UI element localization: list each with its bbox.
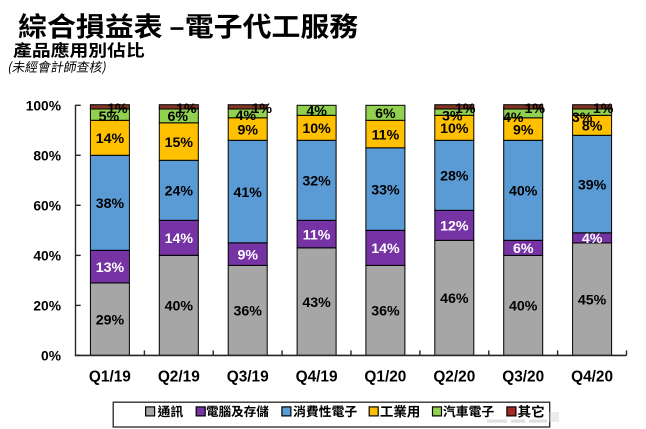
- svg-text:8%: 8%: [582, 119, 603, 135]
- svg-text:5%: 5%: [99, 109, 120, 125]
- svg-text:0%: 0%: [41, 348, 61, 363]
- svg-text:Q4/19: Q4/19: [296, 368, 338, 385]
- svg-text:1%: 1%: [593, 101, 614, 117]
- svg-text:40%: 40%: [165, 299, 194, 315]
- svg-text:1%: 1%: [524, 101, 545, 117]
- svg-text:Q1/19: Q1/19: [89, 368, 131, 385]
- svg-text:12%: 12%: [440, 219, 469, 235]
- svg-text:4%: 4%: [306, 103, 327, 119]
- svg-text:14%: 14%: [96, 131, 125, 147]
- svg-text:6%: 6%: [168, 109, 189, 125]
- svg-text:29%: 29%: [96, 312, 125, 328]
- svg-text:40%: 40%: [509, 184, 538, 200]
- svg-text:3%: 3%: [442, 109, 463, 125]
- svg-text:40%: 40%: [33, 248, 61, 263]
- svg-text:45%: 45%: [578, 292, 607, 308]
- svg-text:4%: 4%: [503, 110, 524, 126]
- svg-text:15%: 15%: [165, 135, 194, 151]
- svg-text:1%: 1%: [251, 101, 272, 117]
- svg-text:33%: 33%: [371, 182, 400, 198]
- svg-text:38%: 38%: [96, 196, 125, 212]
- svg-text:11%: 11%: [303, 227, 331, 243]
- svg-text:4%: 4%: [235, 108, 256, 124]
- svg-text:41%: 41%: [233, 185, 262, 201]
- svg-text:80%: 80%: [33, 148, 61, 163]
- svg-text:20%: 20%: [33, 298, 61, 313]
- svg-text:1%: 1%: [176, 101, 197, 117]
- svg-text:13%: 13%: [96, 260, 125, 276]
- svg-text:Q2/19: Q2/19: [158, 368, 200, 385]
- svg-text:100%: 100%: [26, 98, 61, 113]
- svg-text:36%: 36%: [233, 304, 262, 320]
- svg-text:32%: 32%: [302, 174, 331, 190]
- svg-text:Q2/20: Q2/20: [433, 368, 475, 385]
- svg-text:1%: 1%: [107, 101, 128, 117]
- svg-text:Q4/20: Q4/20: [571, 368, 613, 385]
- svg-text:46%: 46%: [440, 291, 469, 307]
- svg-text:24%: 24%: [165, 184, 194, 200]
- svg-text:28%: 28%: [440, 169, 469, 185]
- svg-text:9%: 9%: [237, 247, 258, 263]
- svg-text:Q3/20: Q3/20: [502, 368, 544, 385]
- svg-text:9%: 9%: [513, 122, 534, 138]
- svg-text:11%: 11%: [372, 127, 400, 143]
- svg-text:10%: 10%: [302, 121, 331, 137]
- svg-text:6%: 6%: [513, 241, 534, 257]
- svg-text:3%: 3%: [572, 110, 593, 126]
- svg-text:60%: 60%: [33, 198, 61, 213]
- svg-text:14%: 14%: [165, 231, 194, 247]
- svg-text:6%: 6%: [375, 106, 396, 122]
- svg-text:39%: 39%: [578, 177, 607, 193]
- svg-text:Q1/20: Q1/20: [364, 368, 406, 385]
- svg-text:4%: 4%: [582, 231, 603, 247]
- svg-text:40%: 40%: [509, 299, 538, 315]
- svg-text:10%: 10%: [440, 121, 469, 137]
- svg-text:1%: 1%: [455, 101, 476, 117]
- svg-text:9%: 9%: [237, 122, 258, 138]
- svg-text:36%: 36%: [371, 304, 400, 320]
- svg-text:43%: 43%: [302, 295, 331, 311]
- svg-text:14%: 14%: [371, 241, 400, 257]
- svg-text:Q3/19: Q3/19: [227, 368, 269, 385]
